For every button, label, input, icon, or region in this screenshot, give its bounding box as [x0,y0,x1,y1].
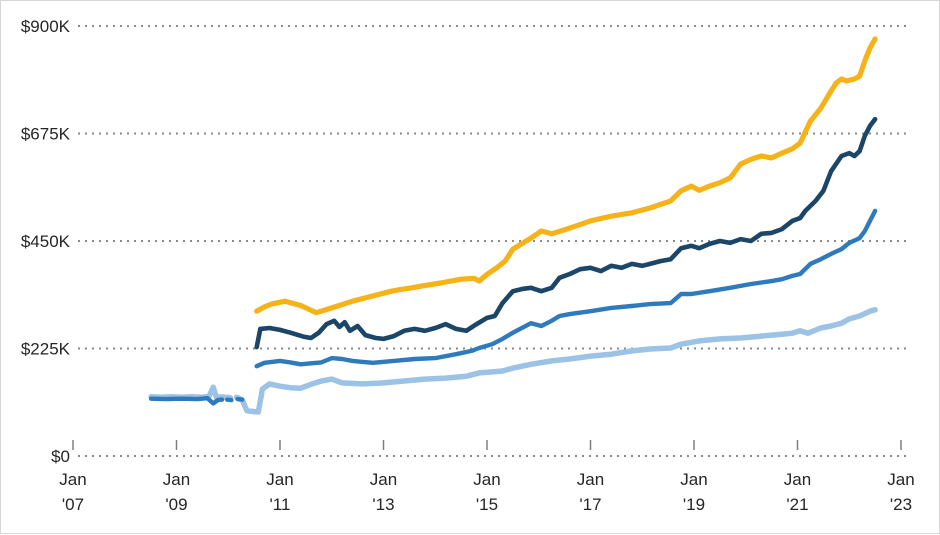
x-axis-label-year: '11 [270,495,291,514]
x-axis-label-year: '19 [683,495,705,514]
x-axis-label-month: Jan [577,470,604,489]
x-axis-label-year: '23 [890,495,912,514]
x-axis-label-year: '15 [476,495,498,514]
y-axis-label: $675K [21,124,71,143]
series-gold [254,36,878,316]
series-medium-blue [254,208,878,369]
y-axis-label: $225K [21,339,71,358]
x-axis-label-year: '07 [62,495,84,514]
y-axis-label: $900K [21,17,71,36]
x-axis-label-year: '09 [165,495,187,514]
x-axis-label-year: '21 [786,495,808,514]
series-medium-blue [235,396,245,402]
x-axis-label-month: Jan [266,470,293,489]
x-axis-label-month: Jan [887,470,914,489]
y-axis-label: $450K [21,232,71,251]
x-axis-label-year: '17 [579,495,601,514]
series-light-blue [233,307,878,415]
x-axis-label-month: Jan [473,470,500,489]
x-axis-label-month: Jan [59,470,86,489]
series-medium-blue [224,397,234,403]
series-dark-navy [254,116,878,350]
x-axis-label-month: Jan [163,470,190,489]
y-axis-label: $0 [51,447,70,466]
x-axis-label-month: Jan [784,470,811,489]
x-axis-label-month: Jan [370,470,397,489]
series-medium-blue [148,396,225,406]
series-light-blue [224,394,234,401]
x-axis-label-month: Jan [680,470,707,489]
x-axis-label-year: '13 [372,495,394,514]
